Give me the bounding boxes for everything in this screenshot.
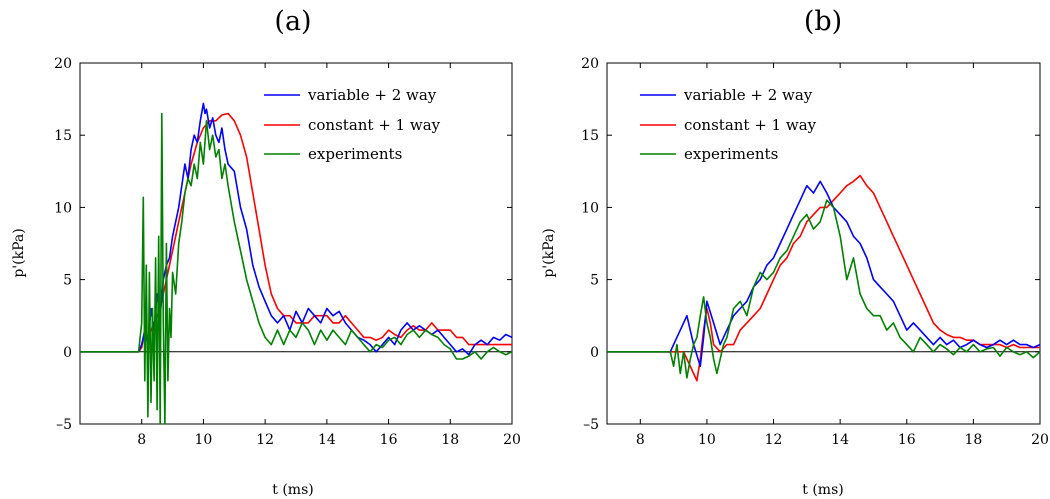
panel-b-x-tick-label: 16 xyxy=(898,432,916,448)
panel-a-label: (a) xyxy=(274,6,311,37)
panel-b-y-tick-label: 15 xyxy=(581,128,599,144)
panel-a-legend-label-constant: constant + 1 way xyxy=(308,116,441,134)
panel-b-y-tick-label: 10 xyxy=(581,200,599,216)
panel-a: (a) t (ms) p'(kPa) 8 10 12 14 16 18 20 –5 0 5 10 15… xyxy=(11,6,521,498)
panel-a-x-tick-label: 14 xyxy=(318,432,336,448)
panel-a-frame xyxy=(79,62,513,425)
panel-b-frame xyxy=(606,62,1041,425)
panel-b-x-tick-label: 20 xyxy=(1031,432,1049,448)
panel-b-legend-label-experiments: experiments xyxy=(684,145,778,163)
panel-b-x-tick-label: 18 xyxy=(964,432,982,448)
panel-a-y-tick-label: 20 xyxy=(54,56,72,72)
panel-a-x-axis-label: t (ms) xyxy=(272,482,313,498)
panel-b-series-experiments-line xyxy=(607,199,1041,379)
panel-b-y-tick-label: 5 xyxy=(590,273,599,289)
panel-b-label: (b) xyxy=(804,6,842,37)
panel-b-y-tick-label: 20 xyxy=(581,56,599,72)
panel-a-x-tick-label: 18 xyxy=(441,432,459,448)
panel-a-legend-label-experiments: experiments xyxy=(308,145,402,163)
panel-a-plot: 8 10 12 14 16 18 20 –5 0 5 10 15 20 xyxy=(54,56,521,448)
panel-a-legend: variable + 2 way constant + 1 way experi… xyxy=(264,86,441,163)
panel-b-y-axis-label: p'(kPa) xyxy=(541,228,557,277)
panel-b-series-variable-2way-line xyxy=(607,180,1041,368)
panel-b-y-tick-label: –5 xyxy=(583,417,599,433)
panel-b-legend-label-variable: variable + 2 way xyxy=(683,86,813,104)
panel-b-x-tick-label: 8 xyxy=(636,432,645,448)
panel-a-x-tick-label: 20 xyxy=(503,432,521,448)
panel-a-series-experiments-line xyxy=(80,112,513,425)
panel-a-y-tick-label: 5 xyxy=(63,273,72,289)
panel-a-x-tick-label: 10 xyxy=(195,432,213,448)
panel-a-y-axis-label: p'(kPa) xyxy=(11,228,27,277)
panel-b-x-tick-label: 14 xyxy=(831,432,849,448)
panel-a-y-tick-label: 15 xyxy=(54,128,72,144)
panel-a-y-tick-label: 0 xyxy=(63,345,72,361)
panel-b-y-tick-label: 0 xyxy=(590,345,599,361)
panel-a-x-tick-label: 12 xyxy=(256,432,274,448)
panel-b-plot: 8 10 12 14 16 18 20 –5 0 5 10 15 20 xyxy=(581,56,1049,448)
panel-a-legend-label-variable: variable + 2 way xyxy=(307,86,437,104)
panel-a-x-tick-label: 8 xyxy=(137,432,146,448)
panel-b-x-tick-label: 12 xyxy=(765,432,783,448)
panel-b: (b) t (ms) p'(kPa) 8 10 12 14 16 18 20 –5 0 5 10 15… xyxy=(541,6,1049,498)
panel-a-y-tick-label: 10 xyxy=(54,200,72,216)
panel-b-legend-label-constant: constant + 1 way xyxy=(684,116,817,134)
panel-a-y-tick-label: –5 xyxy=(56,417,72,433)
panel-a-series-variable-2way-line xyxy=(80,102,513,356)
panel-b-legend: variable + 2 way constant + 1 way experi… xyxy=(640,86,817,163)
panel-a-x-tick-label: 16 xyxy=(380,432,398,448)
panel-b-x-axis-label: t (ms) xyxy=(802,482,843,498)
panel-b-x-tick-label: 10 xyxy=(698,432,716,448)
